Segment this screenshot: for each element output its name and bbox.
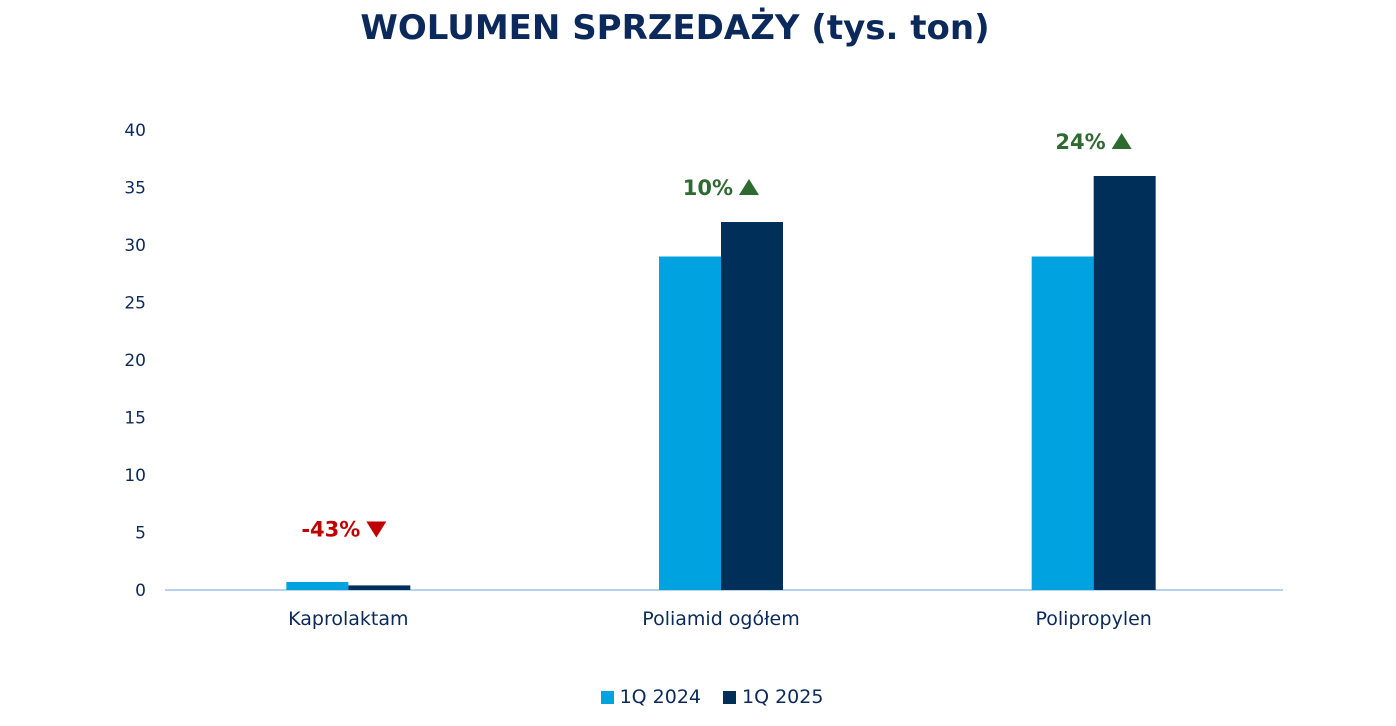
y-tick-label: 30 xyxy=(124,236,146,256)
legend-item-1q2024: 1Q 2024 xyxy=(600,686,701,708)
legend: 1Q 2024 1Q 2025 xyxy=(0,686,1396,708)
legend-label-1q2025: 1Q 2025 xyxy=(742,686,824,708)
y-tick-label: 35 xyxy=(124,179,146,199)
bar-1q-2025 xyxy=(348,585,411,590)
bar-1q-2024 xyxy=(1031,256,1094,590)
bars xyxy=(286,176,1156,590)
category-label: Kaprolaktam xyxy=(288,608,408,630)
y-tick-label: 25 xyxy=(124,294,146,314)
arrow-down-icon xyxy=(366,521,387,538)
legend-item-1q2025: 1Q 2025 xyxy=(723,686,823,708)
y-tick-label: 5 xyxy=(135,524,146,544)
change-label: -43% xyxy=(301,518,360,542)
bar-1q-2024 xyxy=(286,581,349,590)
y-tick-label: 0 xyxy=(135,581,146,601)
bar-chart: 0 5 10 15 20 25 30 35 40 Kaprolaktam Poliamid ogó… xyxy=(124,121,1283,630)
y-tick-label: 20 xyxy=(124,351,146,371)
chart-title: WOLUMEN SPRZEDAŻY (tys. ton) xyxy=(360,8,990,48)
change-label: 10% xyxy=(683,176,733,200)
bar-1q-2024 xyxy=(659,256,721,590)
category-labels: Kaprolaktam Poliamid ogółem Polipropylen xyxy=(288,608,1152,630)
arrow-up-icon xyxy=(1111,133,1132,149)
y-tick-label: 40 xyxy=(124,121,146,141)
change-labels: -43% 10% 24% xyxy=(301,130,1132,542)
legend-swatch-1q2024 xyxy=(600,690,614,704)
y-tick-label: 10 xyxy=(124,466,146,486)
category-label: Polipropylen xyxy=(1035,608,1151,630)
y-axis-ticks: 0 5 10 15 20 25 30 35 40 xyxy=(124,121,146,601)
legend-label-1q2024: 1Q 2024 xyxy=(619,686,701,708)
legend-swatch-1q2025 xyxy=(723,690,736,704)
change-label: 24% xyxy=(1055,130,1105,154)
y-tick-label: 15 xyxy=(124,409,146,429)
category-label: Poliamid ogółem xyxy=(642,608,799,630)
bar-1q-2025 xyxy=(721,222,783,590)
bar-1q-2025 xyxy=(1093,176,1156,590)
arrow-up-icon xyxy=(739,179,759,195)
